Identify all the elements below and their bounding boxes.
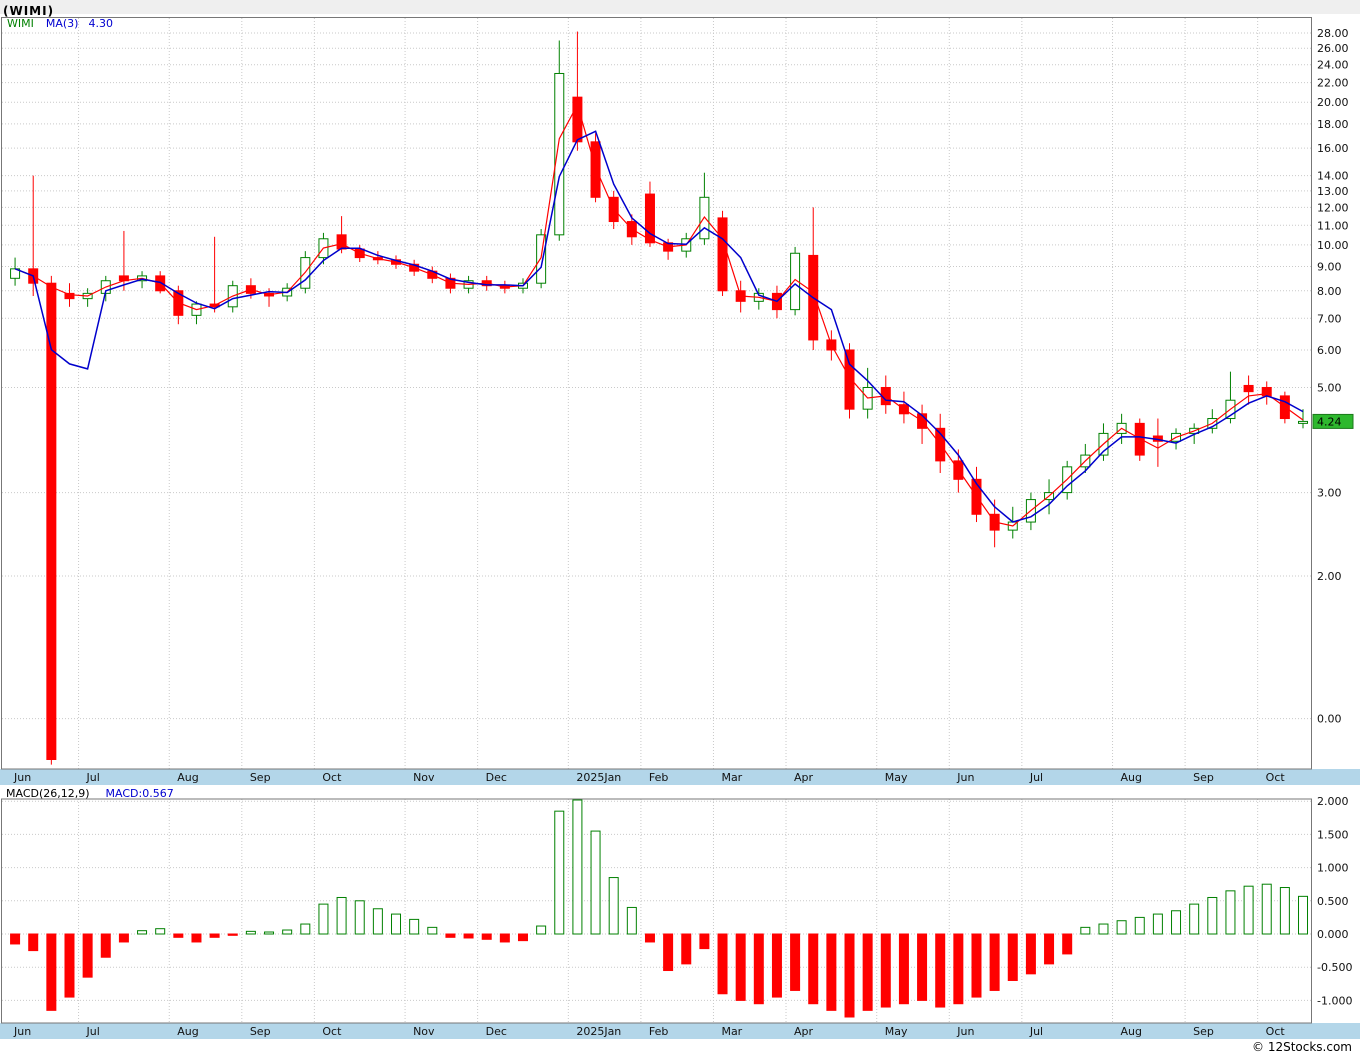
ma-fast-line — [14, 103, 1304, 527]
svg-text:Oct: Oct — [322, 771, 342, 784]
svg-text:Aug: Aug — [177, 1025, 198, 1038]
svg-text:0.00: 0.00 — [1317, 713, 1342, 726]
svg-text:8.00: 8.00 — [1317, 285, 1342, 298]
svg-text:2025Jan: 2025Jan — [576, 1025, 621, 1038]
x-axis-band-main — [0, 769, 1360, 785]
svg-text:Sep: Sep — [250, 771, 271, 784]
svg-text:Dec: Dec — [486, 1025, 507, 1038]
svg-text:Jun: Jun — [956, 771, 974, 784]
price-candlestick-chart: Jun Jul Aug Sep Oct Nov Dec 2025Jan Feb Mar Apr May… — [0, 17, 1360, 785]
svg-text:Jun: Jun — [13, 771, 31, 784]
svg-text:0.000: 0.000 — [1317, 928, 1349, 941]
svg-text:5.00: 5.00 — [1317, 381, 1342, 394]
svg-text:Nov: Nov — [413, 1025, 435, 1038]
svg-text:Jun: Jun — [13, 1025, 31, 1038]
svg-text:0.500: 0.500 — [1317, 895, 1349, 908]
page-title: (WIMI) — [3, 4, 55, 18]
macd-plot-border — [1, 798, 1312, 1024]
macd-legend: MACD(26,12,9) MACD:0.567 — [6, 787, 174, 800]
svg-text:3.00: 3.00 — [1317, 487, 1342, 500]
svg-text:4.24: 4.24 — [1317, 415, 1342, 428]
svg-text:Feb: Feb — [649, 1025, 668, 1038]
x-axis-band-macd — [0, 1023, 1360, 1039]
svg-text:Apr: Apr — [794, 771, 814, 784]
svg-text:1.000: 1.000 — [1317, 862, 1349, 875]
svg-text:2025Jan: 2025Jan — [576, 771, 621, 784]
svg-text:Oct: Oct — [322, 1025, 342, 1038]
macd-params-label: MACD(26,12,9) — [6, 787, 90, 800]
macd-value-label: MACD:0.567 — [105, 787, 174, 800]
svg-text:12.00: 12.00 — [1317, 201, 1349, 214]
svg-text:16.00: 16.00 — [1317, 142, 1349, 155]
svg-text:May: May — [885, 1025, 908, 1038]
svg-text:26.00: 26.00 — [1317, 42, 1349, 55]
svg-text:Mar: Mar — [721, 1025, 742, 1038]
svg-text:Nov: Nov — [413, 771, 435, 784]
legend-ma-label: MA(3) — [45, 17, 79, 30]
legend-ma-value: 4.30 — [88, 17, 113, 30]
macd-grid — [2, 799, 1312, 1023]
main-grid — [2, 18, 1312, 769]
svg-text:Jul: Jul — [86, 771, 100, 784]
svg-text:2.000: 2.000 — [1317, 795, 1349, 808]
current-price-badge — [1312, 413, 1354, 429]
svg-text:14.00: 14.00 — [1317, 170, 1349, 183]
svg-text:1.500: 1.500 — [1317, 828, 1349, 841]
svg-text:6.00: 6.00 — [1317, 344, 1342, 357]
svg-text:2.00: 2.00 — [1317, 570, 1342, 583]
svg-text:Dec: Dec — [486, 771, 507, 784]
svg-text:22.00: 22.00 — [1317, 77, 1349, 90]
svg-text:Apr: Apr — [794, 1025, 814, 1038]
svg-text:Sep: Sep — [1193, 771, 1214, 784]
window-title-bar: (WIMI) — [0, 0, 1360, 18]
legend-symbol: WIMI — [7, 17, 34, 30]
svg-text:9.00: 9.00 — [1317, 261, 1342, 274]
svg-text:May: May — [885, 771, 908, 784]
copyright-notice: © 12Stocks.com — [1252, 1040, 1352, 1054]
svg-text:18.00: 18.00 — [1317, 118, 1349, 131]
svg-text:Feb: Feb — [649, 771, 668, 784]
macd-bars — [10, 799, 1309, 1018]
macd-histogram-chart: 2.000 1.500 1.000 0.500 0.000 -0.500 -1.000 Jun… — [0, 795, 1360, 1039]
ma3-line — [14, 130, 1304, 523]
svg-text:Jul: Jul — [1029, 1025, 1043, 1038]
main-plot-border — [1, 17, 1312, 770]
svg-text:-1.000: -1.000 — [1317, 994, 1352, 1007]
svg-text:7.00: 7.00 — [1317, 312, 1342, 325]
svg-text:11.00: 11.00 — [1317, 219, 1349, 232]
svg-text:Sep: Sep — [1193, 1025, 1214, 1038]
svg-text:13.00: 13.00 — [1317, 185, 1349, 198]
svg-text:20.00: 20.00 — [1317, 96, 1349, 109]
svg-text:-0.500: -0.500 — [1317, 961, 1352, 974]
svg-text:Jul: Jul — [1029, 771, 1043, 784]
svg-text:Aug: Aug — [1121, 771, 1142, 784]
svg-text:Aug: Aug — [1121, 1025, 1142, 1038]
main-chart-legend: WIMI MA(3) 4.30 — [7, 17, 123, 30]
svg-text:Aug: Aug — [177, 771, 198, 784]
svg-text:24.00: 24.00 — [1317, 59, 1349, 72]
svg-text:10.00: 10.00 — [1317, 239, 1349, 252]
svg-text:Oct: Oct — [1266, 771, 1286, 784]
svg-text:28.00: 28.00 — [1317, 27, 1349, 40]
svg-text:Sep: Sep — [250, 1025, 271, 1038]
svg-text:Oct: Oct — [1266, 1025, 1286, 1038]
svg-text:Mar: Mar — [721, 771, 742, 784]
svg-text:Jul: Jul — [86, 1025, 100, 1038]
svg-text:Jun: Jun — [956, 1025, 974, 1038]
